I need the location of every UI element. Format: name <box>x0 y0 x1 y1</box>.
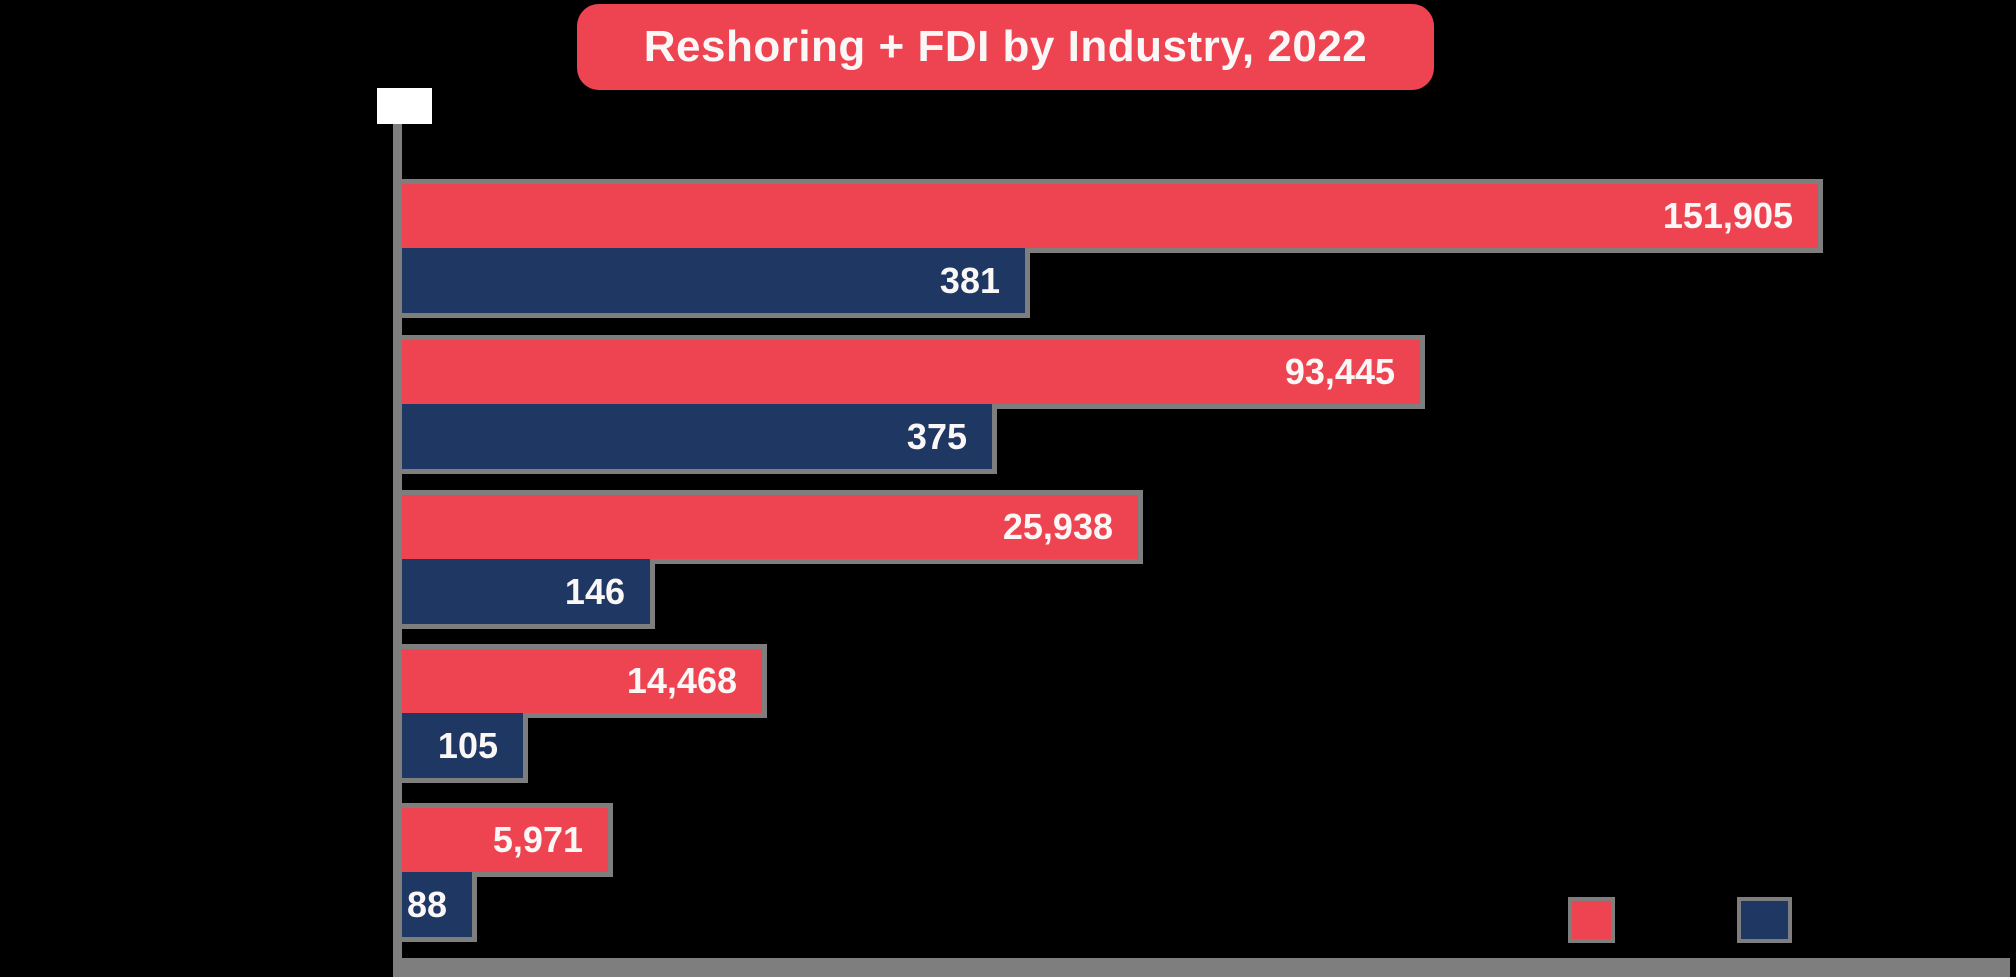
bar-navy-row1: 381 <box>402 248 1030 318</box>
bar-red-row1: 151,905 <box>402 179 1823 253</box>
bar-value-label: 14,468 <box>626 660 737 701</box>
bar-value-label: 93,445 <box>1284 351 1395 392</box>
y-axis-line <box>393 118 402 960</box>
bar-value-label: 375 <box>906 415 967 457</box>
chart-title-badge: Reshoring + FDI by Industry, 2022 <box>577 4 1434 90</box>
bar-value-label: 5,971 <box>492 819 583 860</box>
bar-navy-row4: 105 <box>402 713 528 783</box>
bar-red-row4: 14,468 <box>402 644 767 718</box>
x-axis-line <box>393 958 2010 977</box>
bar-red-row5: 5,971 <box>402 803 613 877</box>
white-cover-box <box>377 88 432 124</box>
bar-navy-row2: 375 <box>402 404 997 474</box>
bar-value-label: 151,905 <box>1662 195 1793 236</box>
bar-navy-row3: 146 <box>402 559 655 629</box>
bar-red-row2: 93,445 <box>402 335 1425 409</box>
bar-value-label: 105 <box>437 724 498 766</box>
chart-title-text: Reshoring + FDI by Industry, 2022 <box>643 22 1368 71</box>
bar-value-label: 381 <box>939 259 1000 301</box>
bar-value-label: 146 <box>564 570 625 612</box>
bar-red-row3: 25,938 <box>402 490 1143 564</box>
bar-navy-row5: 88 <box>402 872 477 942</box>
bar-value-label: 25,938 <box>1002 506 1113 547</box>
bar-value-label: 88 <box>406 883 447 925</box>
